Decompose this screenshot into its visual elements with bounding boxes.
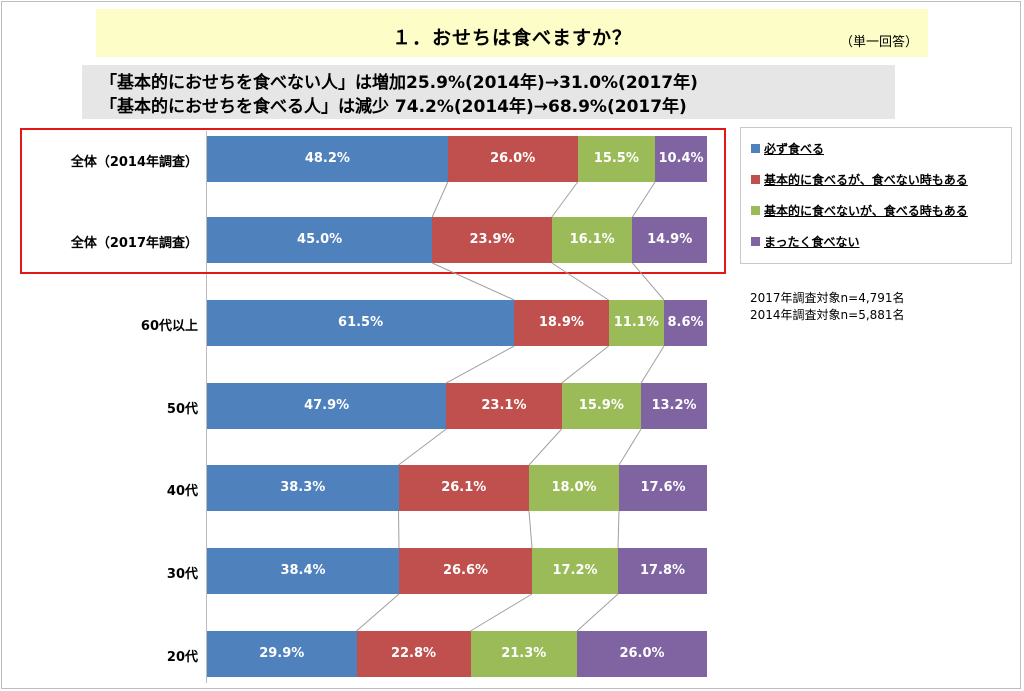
legend-swatch [751,175,760,184]
data-label: 61.5% [338,315,384,330]
data-label: 48.2% [304,151,350,166]
bar-segment [529,465,619,511]
data-label: 23.1% [481,398,527,413]
legend-swatch [751,206,760,215]
data-label: 45.0% [297,232,343,247]
category-label: 40代 [166,484,198,499]
legend-swatch [751,144,760,153]
data-label: 18.0% [551,480,597,495]
category-label: 全体（2017年調査） [70,236,198,251]
bar-segment [207,136,448,182]
data-label: 26.6% [442,563,489,578]
bar-segment [551,217,633,263]
legend-label: 基本的に食べるが、食べない時もある [764,173,968,187]
chart-legend: 必ず食べる基本的に食べるが、食べない時もある 基本的に食べないが、食べる時もあるま… [740,127,1012,264]
bar-segment [432,217,552,263]
data-label: 26.0% [490,151,536,166]
data-label: 15.9% [578,398,624,413]
legend-label: 必ず食べる [764,142,825,156]
legend-label: まったく食べない [764,235,860,249]
data-label: 22.8% [390,646,437,661]
bar-segment [356,631,471,677]
bar-segment [207,383,447,429]
bar-segment [577,136,656,182]
bar-segment [632,217,707,263]
legend-label: 基本的に食べないが、食べる時もある [764,204,968,218]
data-label: 26.0% [619,646,665,661]
legend-swatch [751,237,760,246]
data-label: 29.9% [259,646,305,661]
sample-note-2014: 2014年調査対象n=5,881名 [750,308,905,322]
data-label: 23.9% [469,232,515,247]
bar-segment [399,548,532,594]
bar-segment [207,217,433,263]
bar-segment [641,383,707,429]
category-label: 50代 [166,402,198,417]
data-label: 10.4% [658,151,704,166]
bar-segment [446,383,562,429]
bar-segment [532,548,618,594]
headline-eating: 「基本的におせちを食べる人」は減少 74.2%(2014年)→68.9%(201… [100,97,687,117]
answer-type-note: （単一回答） [839,35,918,50]
headline-box: 「基本的におせちを食べない人」は増加25.9%(2014年)→31.0%(201… [82,65,895,119]
bar-segment [514,300,609,346]
data-label: 17.6% [640,480,686,495]
bar-segment [207,631,357,677]
data-label: 47.9% [304,398,350,413]
category-axis-line [206,131,207,683]
bar-segment [619,465,707,511]
overall-rows-highlight [20,128,726,274]
data-label: 11.1% [613,315,659,330]
sample-note-2017: 2017年調査対象n=4,791名 [750,291,905,305]
page-title: １．おせちは食べますか？ [391,27,632,49]
data-label: 15.5% [593,151,639,166]
title-box: １．おせちは食べますか？ （単一回答） [96,9,928,57]
legend-item: まったく食べない [751,233,860,250]
bar-segment [664,300,707,346]
category-label: 全体（2014年調査） [70,155,198,170]
data-label: 18.9% [538,315,584,330]
legend-item: 必ず食べる [751,140,824,157]
data-label: 14.9% [647,232,693,247]
bar-segment [207,548,399,594]
bar-segment [618,548,707,594]
category-label: 30代 [166,567,198,582]
data-label: 13.2% [651,398,697,413]
category-label: 60代以上 [140,319,198,334]
data-label: 17.2% [552,563,598,578]
bar-segment [655,136,707,182]
data-label: 38.4% [280,563,326,578]
bar-segment [207,300,515,346]
bar-segment [470,631,577,677]
bar-segment [561,383,642,429]
category-label: 20代 [166,650,198,665]
legend-item: 基本的に食べないが、食べる時もある [751,202,968,219]
bar-segment [577,631,707,677]
bar-segment [447,136,578,182]
legend-item: 基本的に食べるが、食べない時もある [751,171,968,188]
data-label: 26.1% [441,480,487,495]
data-label: 17.8% [639,563,686,578]
bar-segment [608,300,665,346]
bar-segment [398,465,529,511]
data-label: 8.6% [667,315,704,330]
data-label: 16.1% [569,232,615,247]
headline-not-eating: 「基本的におせちを食べない人」は増加25.9%(2014年)→31.0%(201… [100,73,698,93]
data-label: 21.3% [501,646,547,661]
bar-segment [207,465,399,511]
data-label: 38.3% [280,480,326,495]
